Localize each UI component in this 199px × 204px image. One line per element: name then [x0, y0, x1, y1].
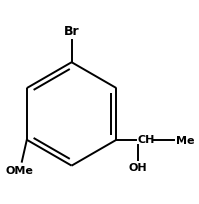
Text: OMe: OMe — [6, 165, 34, 175]
Text: Br: Br — [64, 25, 79, 38]
Text: OH: OH — [129, 162, 148, 172]
Text: CH: CH — [137, 134, 155, 144]
Text: Me: Me — [176, 135, 195, 145]
